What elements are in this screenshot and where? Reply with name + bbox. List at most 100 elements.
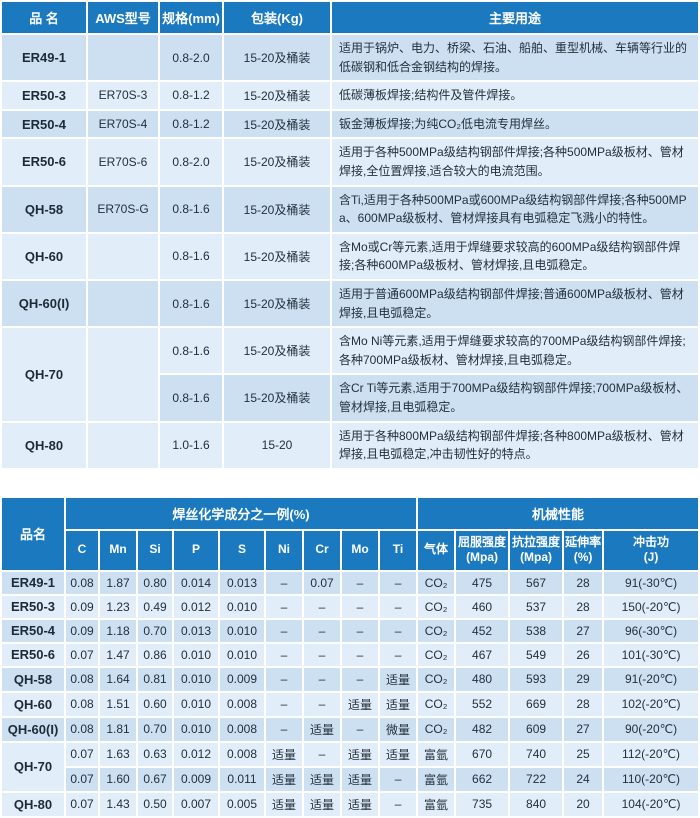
- yield: 482: [454, 715, 511, 743]
- table-row: ER50-3 0.09 1.23 0.49 0.012 0.010– – – – CO₂ 460 53…: [0, 593, 700, 620]
- c: 0.08: [64, 569, 100, 596]
- aws-model: [86, 326, 160, 423]
- col-header-cr: Cr: [302, 528, 342, 572]
- col-header-tensile-strength: 抗拉强度 (Mpa): [508, 528, 565, 572]
- p: 0.013: [172, 617, 220, 644]
- product-name: ER50-4: [0, 617, 66, 644]
- package: 15-20及桶装: [222, 80, 332, 111]
- cr: –: [302, 665, 342, 693]
- product-name: ER50-4: [0, 108, 88, 140]
- tensile: 840: [508, 790, 565, 818]
- impact: 90(-20℃): [602, 715, 700, 743]
- table-row: QH-58 ER70S-G 0.8-1.6 15-20及桶装 含Ti,适用于各种500M…: [0, 184, 700, 234]
- cr: 适量: [302, 790, 342, 818]
- table-row: ER49-1 0.8-2.0 15-20及桶装 适用于锅炉、电力、桥梁、石油、船舶、重…: [0, 32, 700, 83]
- product-name: QH-80: [0, 790, 66, 818]
- product-name: QH-58: [0, 184, 88, 234]
- ti: –: [377, 765, 419, 793]
- table-row: QH-60(I) 0.08 1.81 0.70 0.010 0.008– 适量 – 微量 CO₂ 4…: [0, 715, 700, 743]
- gas: CO₂: [416, 641, 457, 668]
- mn: 1.51: [98, 690, 138, 718]
- col-header-c: C: [64, 528, 100, 572]
- s: 0.010: [218, 641, 266, 668]
- package: 15-20: [222, 420, 332, 470]
- group-header-mechanical-properties: 机械性能: [416, 495, 700, 531]
- elongation: 24: [562, 765, 605, 793]
- usage: 钣金薄板焊接;为纯CO₂低电流专用焊丝。: [330, 108, 700, 140]
- c: 0.08: [64, 690, 100, 718]
- composition-table-header: 品名 焊丝化学成分之一例(%) 机械性能 C Mn Si P S Ni Cr M…: [0, 495, 700, 572]
- yield: 735: [454, 790, 511, 818]
- ni: –: [264, 593, 304, 620]
- impact: 110(-20℃): [602, 765, 700, 793]
- group-header-chemical-composition: 焊丝化学成分之一例(%): [63, 495, 419, 531]
- yield: 662: [454, 765, 511, 793]
- spec: 0.8-1.2: [158, 80, 224, 111]
- table-row: ER50-6 0.07 1.47 0.86 0.010 0.010– – – – CO₂ 467 54…: [0, 641, 700, 668]
- spec: 0.8-1.6: [158, 373, 224, 423]
- product-name: ER49-1: [0, 569, 66, 596]
- elongation: 25: [562, 740, 605, 768]
- table-row: QH-80 1.0-1.6 15-20 适用于各种800MPa级结构钢部件焊接;各种8…: [0, 420, 700, 470]
- yield: 552: [454, 690, 511, 718]
- spec: 0.8-1.2: [158, 108, 224, 140]
- product-usage-table-body: ER49-1 0.8-2.0 15-20及桶装 适用于锅炉、电力、桥梁、石油、船舶、重…: [0, 32, 700, 470]
- s: 0.010: [218, 617, 266, 644]
- p: 0.012: [172, 740, 220, 768]
- col-header-spec: 规格(mm): [158, 0, 224, 35]
- aws-model: [86, 231, 160, 281]
- mo: –: [340, 617, 380, 644]
- ni: –: [264, 569, 304, 596]
- c: 0.08: [64, 715, 100, 743]
- mn: 1.47: [98, 641, 138, 668]
- product-name: QH-70: [0, 740, 66, 793]
- product-name: QH-60: [0, 690, 66, 718]
- package: 15-20及桶装: [222, 326, 332, 376]
- ni: –: [264, 641, 304, 668]
- package: 15-20及桶装: [222, 108, 332, 140]
- table-row: ER50-4 0.09 1.18 0.70 0.013 0.010– – – – CO₂ 452 53…: [0, 617, 700, 644]
- col-header-aws-model: AWS型号: [86, 0, 160, 35]
- ni: –: [264, 690, 304, 718]
- header-sub-row: C Mn Si P S Ni Cr Mo Ti 气体 屈服强度 (Mpa) 抗拉…: [1, 528, 700, 572]
- mn: 1.64: [98, 665, 138, 693]
- ti: 适量: [377, 740, 419, 768]
- col-header-ti: Ti: [377, 528, 419, 572]
- mo: –: [340, 569, 380, 596]
- spec: 0.8-1.6: [158, 326, 224, 376]
- table-row: ER50-3 ER70S-3 0.8-1.2 15-20及桶装 低碳薄板焊接;结构件及管…: [0, 80, 700, 111]
- cr: –: [302, 593, 342, 620]
- s: 0.013: [218, 569, 266, 596]
- gas: CO₂: [416, 617, 457, 644]
- impact: 91(-30℃): [602, 569, 700, 596]
- c: 0.07: [64, 641, 100, 668]
- usage: 适用于普通600MPa级结构钢部件焊接;普通600MPa级板材、管材焊接,且电弧…: [330, 278, 700, 329]
- mo: –: [340, 715, 380, 743]
- table-row: QH-60 0.08 1.51 0.60 0.010 0.008– – 适量 适量 CO₂ 552 6…: [0, 690, 700, 718]
- product-name: QH-70: [0, 326, 88, 423]
- yield: 460: [454, 593, 511, 620]
- col-header-si: Si: [136, 528, 174, 572]
- header-row: 品 名 AWS型号 规格(mm) 包装(Kg) 主要用途: [0, 0, 700, 35]
- p: 0.012: [172, 593, 220, 620]
- ni: 适量: [264, 740, 304, 768]
- product-name: ER49-1: [0, 32, 88, 83]
- si: 0.70: [136, 715, 174, 743]
- yield: 467: [454, 641, 511, 668]
- mo: –: [340, 641, 380, 668]
- yield: 480: [454, 665, 511, 693]
- table-row: QH-60 0.8-1.6 15-20及桶装 含Mo或Cr等元素,适用于焊缝要求较高的…: [0, 231, 700, 281]
- usage: 含Mo或Cr等元素,适用于焊缝要求较高的600MPa级结构钢部件焊接;各种600…: [330, 231, 700, 281]
- s: 0.008: [218, 690, 266, 718]
- impact: 102(-20℃): [602, 690, 700, 718]
- usage: 含Cr Ti等元素,适用于700MPa级结构钢部件焊接;700MPa级板材、管材…: [330, 373, 700, 423]
- table-row: QH-70 0.8-1.6 15-20及桶装 含Mo Ni等元素,适用于焊缝要求较高的…: [0, 326, 700, 423]
- s: 0.009: [218, 665, 266, 693]
- c: 0.07: [64, 740, 100, 768]
- c: 0.07: [64, 765, 100, 793]
- si: 0.70: [136, 617, 174, 644]
- gas: CO₂: [416, 665, 457, 693]
- cr: 适量: [302, 715, 342, 743]
- col-header-product-name: 品 名: [0, 0, 88, 35]
- s: 0.008: [218, 740, 266, 768]
